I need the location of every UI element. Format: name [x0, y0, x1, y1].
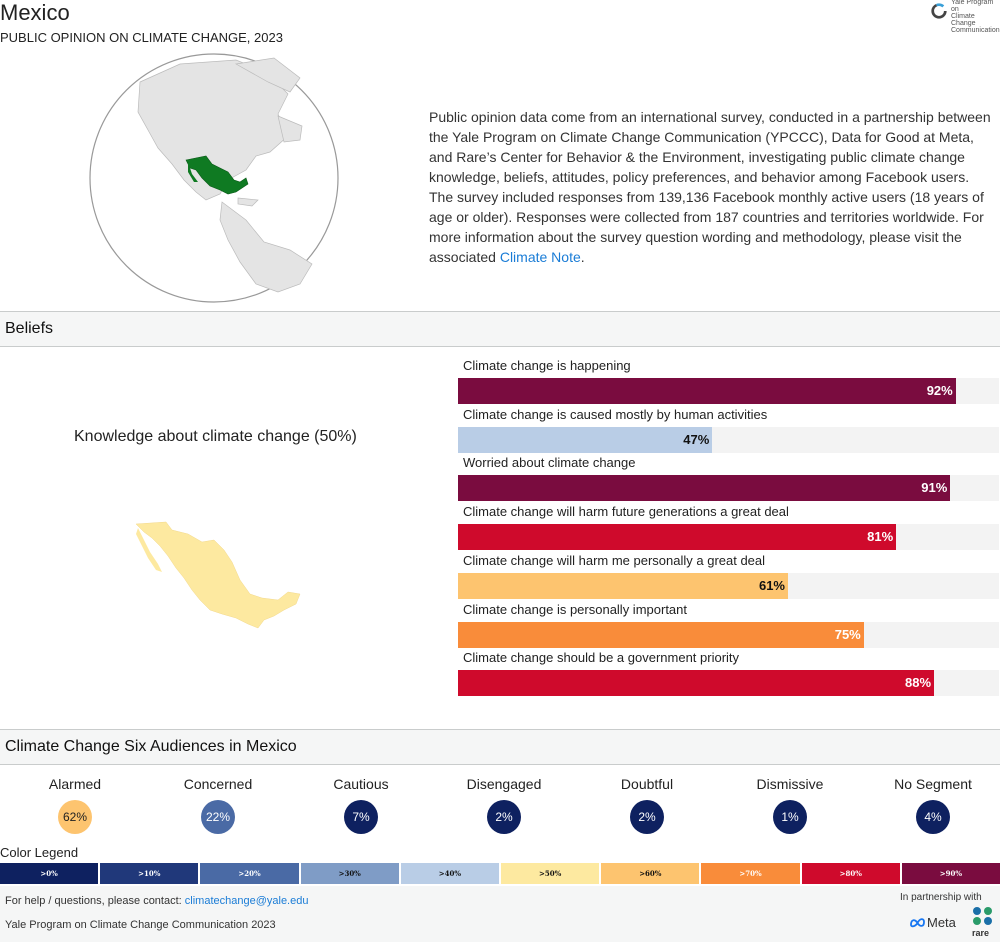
bar-fill[interactable]: 47% [458, 426, 713, 453]
bar-track: 47% [458, 426, 999, 453]
intro-suffix: . [580, 249, 585, 265]
bar-value-label: 81% [867, 529, 894, 545]
audience-name: Alarmed [48, 776, 102, 792]
bar-label: Climate change is happening [463, 358, 631, 373]
ypccc-logo-text: Yale Program on Climate Change Communica… [951, 0, 1000, 34]
help-text: For help / questions, please contact: cl… [5, 895, 308, 907]
audience-percent-badge: 4% [916, 800, 950, 834]
audience-item[interactable]: Disengaged 2% [449, 776, 559, 834]
legend-swatch: >40% [400, 863, 500, 884]
audience-name: Cautious [333, 776, 389, 792]
help-prefix: For help / questions, please contact: [5, 895, 185, 907]
audience-percent-badge: 2% [487, 800, 521, 834]
legend-swatch: >0% [0, 863, 99, 884]
bar-label: Climate change will harm future generati… [463, 504, 789, 520]
bar-value-label: 88% [905, 675, 932, 691]
bar-track: 81% [458, 524, 999, 551]
bar-fill[interactable]: 91% [458, 475, 951, 502]
bar-value-label: 47% [683, 431, 710, 447]
meta-logo[interactable]: Meta [909, 915, 963, 931]
bar-track: 91% [458, 475, 999, 502]
audience-percent-badge: 22% [201, 800, 235, 834]
beliefs-section-title: Beliefs [5, 320, 54, 337]
legend-swatch: >80% [801, 863, 900, 884]
color-legend-title: Color Legend [0, 845, 79, 860]
audience-name: Dismissive [756, 776, 824, 792]
audience-percent-badge: 1% [773, 800, 807, 834]
logo-line: Climate Change [951, 13, 976, 27]
audience-name: No Segment [894, 776, 972, 792]
credit-text: Yale Program on Climate Change Communica… [5, 919, 276, 931]
rare-logo[interactable]: rare [970, 906, 996, 940]
page-subtitle: PUBLIC OPINION ON CLIMATE CHANGE, 2023 [0, 30, 283, 45]
bar-label: Climate change will harm me personally a… [463, 552, 766, 568]
rare-dots-icon [973, 907, 992, 925]
color-legend: >0% >10% >20% >30% >40% >50% >60% >70% >80% >90% [0, 863, 1000, 884]
bar-track: 61% [458, 572, 999, 599]
partnership-label: In partnership with [900, 892, 982, 903]
audience-percent-badge: 2% [630, 800, 664, 834]
knowledge-title: Knowledge about climate change (50%) [74, 428, 357, 445]
bar-track: 92% [458, 378, 999, 404]
north-america-landmass [137, 57, 313, 293]
ypccc-ring-icon [931, 3, 947, 19]
legend-swatch: >60% [601, 863, 700, 884]
audience-item[interactable]: Concerned 22% [163, 776, 273, 834]
bar-value-label: 75% [834, 626, 861, 642]
legend-swatch: >90% [901, 863, 1000, 884]
intro-paragraph: Public opinion data come from an interna… [429, 107, 991, 267]
ypccc-logo[interactable]: Yale Program on Climate Change Communica… [928, 0, 1000, 34]
audience-name: Doubtful [620, 776, 674, 792]
bar-track: 75% [458, 621, 999, 648]
meta-logo-text: Meta [927, 915, 956, 930]
globe-map [89, 53, 339, 303]
audience-percent-badge: 62% [58, 800, 92, 834]
audiences-section-title: Climate Change Six Audiences in Mexico [5, 738, 297, 755]
baja-california [188, 162, 198, 182]
bar-label: Climate change is personally important [463, 601, 687, 617]
audience-percent-badge: 7% [344, 800, 378, 834]
bar-value-label: 61% [758, 577, 785, 593]
bar-label: Climate change is caused mostly by human… [463, 406, 768, 422]
audience-name: Concerned [183, 776, 253, 792]
logo-line: Yale Program on [951, 0, 994, 13]
audience-name: Disengaged [466, 776, 542, 792]
audience-item[interactable]: Cautious 7% [306, 776, 416, 834]
legend-swatch: >20% [200, 863, 299, 884]
audience-item[interactable]: Doubtful 2% [592, 776, 702, 834]
legend-swatch: >70% [701, 863, 800, 884]
bar-fill[interactable]: 92% [458, 378, 956, 404]
climate-note-link[interactable]: Climate Note [499, 249, 581, 265]
bar-value-label: 91% [921, 480, 948, 496]
audience-item[interactable]: Alarmed 62% [20, 776, 130, 834]
rare-logo-text: rare [972, 928, 990, 938]
beliefs-section-header: Beliefs [0, 311, 1000, 347]
mexico-highlight [185, 155, 249, 195]
audience-item[interactable]: Dismissive 1% [735, 776, 845, 834]
bar-fill[interactable]: 61% [458, 572, 788, 599]
baja-shape [136, 528, 162, 572]
logo-line: Communication [951, 27, 1000, 34]
mexico-shape [135, 521, 301, 629]
bar-fill[interactable]: 75% [458, 621, 864, 648]
legend-swatch: >50% [501, 863, 600, 884]
help-email-link[interactable]: climatechange@yale.edu [184, 895, 309, 907]
legend-swatch: >30% [300, 863, 399, 884]
intro-text: Public opinion data come from an interna… [429, 109, 991, 265]
bar-value-label: 92% [926, 383, 953, 398]
footer: For help / questions, please contact: cl… [0, 886, 1000, 942]
bar-label: Climate change should be a government pr… [463, 650, 740, 666]
meta-infinity-icon [910, 918, 925, 928]
bar-fill[interactable]: 81% [458, 524, 897, 551]
bar-label: Worried about climate change [463, 455, 636, 471]
audience-item[interactable]: No Segment 4% [878, 776, 988, 834]
mexico-knowledge-map [135, 521, 301, 629]
bar-track: 88% [458, 670, 999, 697]
bar-fill[interactable]: 88% [458, 670, 935, 697]
audiences-section-header: Climate Change Six Audiences in Mexico [0, 729, 1000, 765]
legend-swatch: >10% [100, 863, 199, 884]
page-title: Mexico [0, 0, 70, 25]
